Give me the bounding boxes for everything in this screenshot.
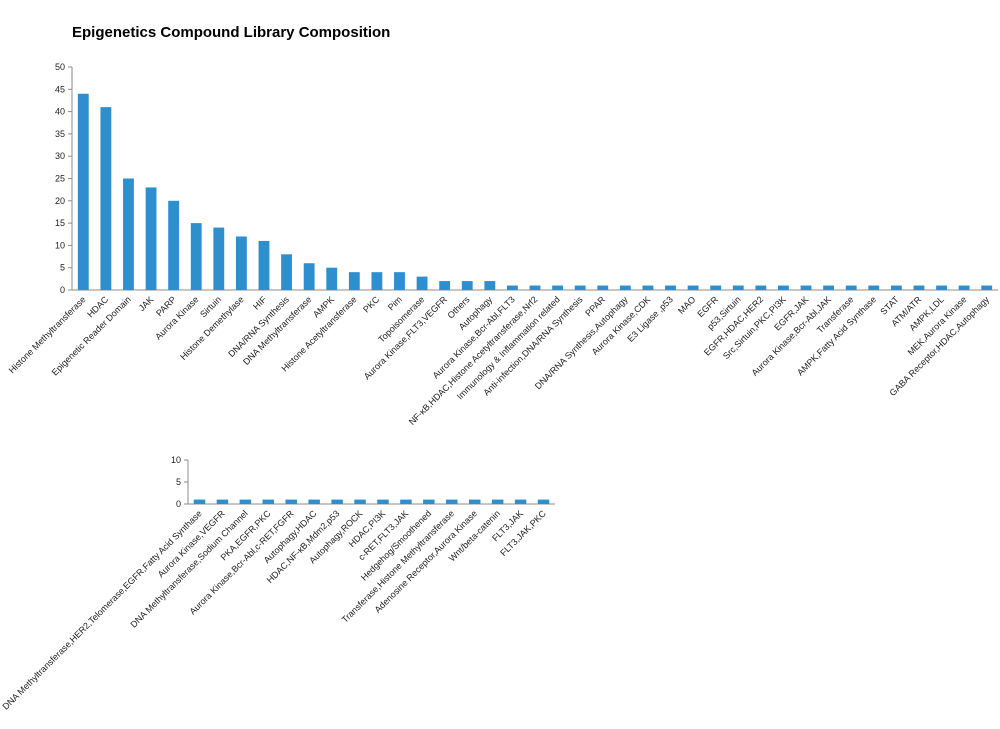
top-chart-bar — [732, 285, 744, 290]
top-chart-bar — [506, 285, 518, 290]
bottom-chart-bar — [514, 499, 527, 504]
top-chart-bar — [371, 272, 383, 290]
bottom-chart-bar — [216, 499, 229, 504]
bottom-chart-bar — [354, 499, 366, 504]
top-chart-bar — [461, 281, 473, 290]
top-chart-bar — [281, 254, 292, 290]
bottom-chart-bar — [239, 499, 252, 504]
top-chart-bar — [823, 285, 835, 290]
top-chart-bar — [800, 285, 812, 290]
top-chart-y-tick-label: 15 — [55, 218, 65, 228]
bottom-chart-bar — [285, 499, 297, 504]
top-chart-y-tick-label: 40 — [55, 107, 65, 117]
top-chart-bar — [394, 272, 405, 290]
bottom-chart-category-label: DNA Methyltransferase,HER2,Telomerase,EG… — [1, 508, 204, 711]
top-chart-bar — [890, 285, 902, 290]
top-chart-bar — [958, 285, 970, 290]
top-chart-category-label: Pim — [386, 294, 404, 312]
top-chart-category-label: PKC — [361, 294, 382, 315]
top-chart-bar — [845, 285, 857, 290]
top-chart-y-tick-label: 25 — [55, 174, 65, 184]
top-chart-bar — [77, 93, 89, 290]
top-chart-bar — [574, 285, 586, 290]
top-chart-y-tick-label: 10 — [55, 240, 65, 250]
top-chart-bar — [619, 285, 631, 290]
bottom-chart-y-tick-label: 10 — [171, 455, 181, 465]
top-chart-bar — [235, 236, 247, 290]
top-chart-bar — [755, 285, 767, 290]
top-chart-bar — [145, 187, 157, 290]
top-chart-y-tick-label: 20 — [55, 196, 65, 206]
bottom-chart-y-tick-label: 5 — [176, 477, 181, 487]
top-chart-bar — [642, 285, 654, 290]
top-chart-y-tick-label: 5 — [60, 263, 65, 273]
bottom-chart-bar — [468, 499, 481, 504]
top-chart-category-label: Histone Methyltransferase — [7, 294, 88, 375]
bottom-chart-bar — [193, 499, 206, 504]
bottom-chart-bar — [537, 499, 550, 504]
top-chart-bar — [778, 285, 789, 290]
top-chart-bar — [213, 227, 225, 290]
bottom-chart-bar — [308, 499, 320, 504]
top-chart-bar — [258, 240, 270, 290]
top-chart-bar — [439, 281, 451, 290]
chart-bottom: 0 5 10 DNA Methyltransferase,HER2,Telomeras… — [1, 455, 555, 712]
top-chart-bar — [123, 178, 134, 290]
top-chart-y-tick-label: 45 — [55, 84, 65, 94]
top-chart-bar — [552, 285, 564, 290]
chart-top: 0 5 10 15 20 25 30 35 40 45 50 Histone Methyltransf… — [7, 62, 998, 427]
top-chart-bar — [416, 276, 428, 290]
top-chart-y-tick-label: 50 — [55, 62, 65, 72]
top-chart-y-tick-label: 35 — [55, 129, 65, 139]
top-chart-bar — [687, 285, 699, 290]
top-chart-category-label: MAO — [676, 294, 698, 316]
top-chart-bar — [303, 263, 315, 290]
top-chart-bar — [868, 285, 880, 290]
chart-title: Epigenetics Compound Library Composition — [72, 24, 391, 41]
top-chart-bar — [348, 272, 360, 290]
bottom-chart-bar — [331, 499, 343, 504]
bottom-chart-bar — [400, 499, 412, 504]
top-chart-y-tick-label: 0 — [60, 285, 65, 295]
bottom-chart-bar — [446, 499, 458, 504]
top-chart-bar — [484, 281, 496, 290]
top-chart-category-label: JAK — [137, 294, 156, 313]
top-chart-bar — [597, 285, 609, 290]
top-chart-bar — [913, 285, 925, 290]
top-chart-category-label: HIF — [251, 294, 269, 312]
bottom-chart-y-tick-label: 0 — [176, 499, 181, 509]
top-chart-bar — [710, 285, 722, 290]
top-chart-bar — [168, 200, 180, 290]
top-chart-bar — [981, 285, 993, 290]
bottom-chart-bar — [377, 499, 389, 504]
bottom-chart-bar — [262, 499, 275, 504]
top-chart-y-tick-label: 30 — [55, 151, 65, 161]
bottom-chart-bar — [423, 499, 435, 504]
top-chart-bar — [529, 285, 541, 290]
top-chart-bar — [100, 107, 112, 290]
top-chart-bar — [665, 285, 676, 290]
top-chart-bar — [326, 267, 338, 290]
top-chart-bar — [936, 285, 947, 290]
bottom-chart-bar — [491, 499, 504, 504]
top-chart-bar — [190, 223, 202, 290]
